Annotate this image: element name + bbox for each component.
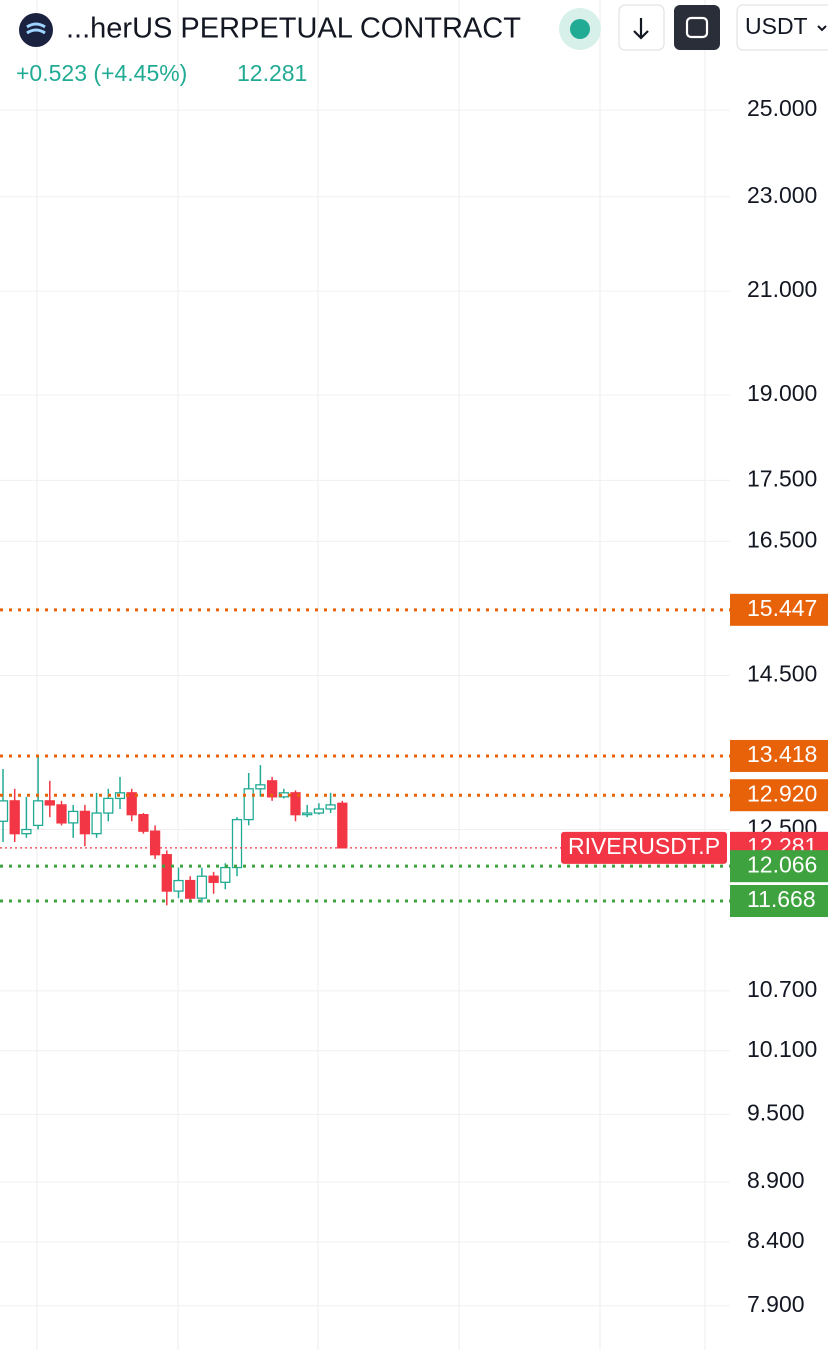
candle-body <box>91 812 102 835</box>
candle-body <box>231 818 243 869</box>
currency-select[interactable] <box>736 4 828 51</box>
y-tick-label: 16.500 <box>747 526 817 552</box>
candle-body <box>302 812 313 816</box>
y-tick-label: 21.000 <box>747 276 817 302</box>
price-label: 11.668 <box>747 886 816 912</box>
candle-body <box>208 875 219 883</box>
candle-body <box>126 792 137 816</box>
y-tick-label: 10.100 <box>747 1036 817 1062</box>
candle-body <box>266 780 278 798</box>
candle-body <box>290 792 301 816</box>
candle-body <box>68 810 79 824</box>
symbol-label: RIVERUSDT.P <box>568 833 720 859</box>
candle-body <box>220 866 231 883</box>
candle-body <box>44 800 55 806</box>
candle-body <box>325 804 336 810</box>
candle-body <box>32 800 44 827</box>
candle-body <box>9 800 20 835</box>
price-box <box>730 850 828 883</box>
symbol-box <box>561 831 727 864</box>
price-label: 12.920 <box>747 780 817 806</box>
candle-body <box>196 875 208 899</box>
candle-body <box>79 810 91 835</box>
price-box <box>730 779 828 812</box>
price-box <box>730 593 828 626</box>
candle-body <box>56 804 67 824</box>
y-tick-label: 9.500 <box>747 1099 805 1125</box>
candle-body <box>149 830 161 856</box>
last-price: 12.281 <box>237 60 307 86</box>
candle-body <box>0 800 9 822</box>
change: +0.523 (+4.45%) <box>16 60 187 86</box>
candle-body <box>173 879 184 892</box>
candle-body <box>161 854 172 892</box>
chevron <box>817 25 827 32</box>
y-tick-label: 7.900 <box>747 1291 805 1317</box>
price-label: 15.447 <box>747 595 817 621</box>
candle-body <box>185 879 196 899</box>
status-dot <box>570 19 590 39</box>
y-tick-label: 8.900 <box>747 1167 805 1193</box>
price-label: 13.418 <box>747 741 817 767</box>
currency: USDT <box>745 13 808 39</box>
y-tick-label: 25.000 <box>747 95 817 121</box>
candle-body <box>138 814 149 832</box>
candle-body <box>337 802 348 849</box>
y-tick-label: 10.700 <box>747 976 817 1002</box>
y-tick-label: 17.500 <box>747 465 817 491</box>
price-label: 12.066 <box>747 851 817 877</box>
candle-body <box>103 797 114 814</box>
fullscreen-button[interactable] <box>674 5 720 50</box>
download-icon <box>633 18 649 40</box>
y-tick-label: 23.000 <box>747 182 817 208</box>
candle-body <box>313 808 325 814</box>
fullscreen-icon <box>685 16 709 39</box>
logo-mark <box>26 22 46 35</box>
candle-body <box>21 828 32 835</box>
y-tick-label: 19.000 <box>747 380 817 406</box>
y-tick-label: 14.500 <box>747 661 817 687</box>
title: ...herUS PERPETUAL CONTRACT <box>66 13 521 45</box>
price-box <box>730 739 828 772</box>
candle-body <box>243 788 254 821</box>
price-box <box>730 884 828 917</box>
candle-body <box>255 784 266 790</box>
header: ...herUS PERPETUAL CONTRACT USDT +0.523 … <box>16 4 828 86</box>
y-tick-label: 8.400 <box>747 1227 805 1253</box>
